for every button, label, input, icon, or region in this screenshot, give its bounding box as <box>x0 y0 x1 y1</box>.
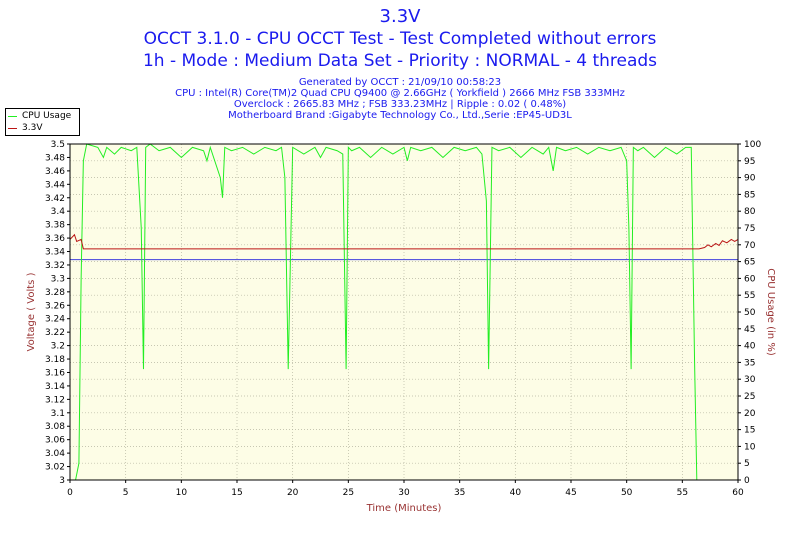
y-left-tick-label: 3.36 <box>45 234 65 244</box>
x-tick-label: 35 <box>454 488 465 498</box>
x-tick-label: 10 <box>176 488 188 498</box>
y-axis-left-label: Voltage ( Volts ) <box>26 272 37 351</box>
y-left-tick-label: 3.06 <box>45 436 65 446</box>
y-left-tick-label: 3.04 <box>45 449 65 459</box>
legend-swatch-cpu-usage <box>8 115 17 117</box>
info-motherboard: Motherboard Brand :Gigabyte Technology C… <box>228 110 572 121</box>
y-right-tick-label: 100 <box>744 140 761 150</box>
y-right-tick-label: 25 <box>744 392 755 402</box>
y-left-tick-label: 3.26 <box>45 301 65 311</box>
y-left-tick-label: 3.5 <box>51 140 65 150</box>
x-tick-label: 60 <box>732 488 744 498</box>
y-right-tick-label: 60 <box>744 274 756 284</box>
y-left-tick-label: 3.28 <box>45 288 65 298</box>
y-left-tick-label: 3 <box>59 476 65 486</box>
y-left-tick-label: 3.44 <box>45 180 65 190</box>
y-right-tick-label: 90 <box>744 174 756 184</box>
y-left-tick-label: 3.18 <box>45 355 65 365</box>
y-left-tick-label: 3.24 <box>45 315 65 325</box>
chart-subtitle-test: OCCT 3.1.0 - CPU OCCT Test - Test Comple… <box>143 29 657 49</box>
x-tick-label: 55 <box>677 488 688 498</box>
y-right-tick-label: 20 <box>744 409 756 419</box>
y-right-tick-label: 45 <box>744 325 755 335</box>
chart-title: 3.3V <box>379 6 421 27</box>
y-right-tick-label: 15 <box>744 426 755 436</box>
y-right-tick-label: 65 <box>744 258 755 268</box>
y-right-tick-label: 70 <box>744 241 756 251</box>
plot-frame <box>69 143 739 481</box>
y-left-tick-label: 3.3 <box>51 274 65 284</box>
x-tick-label: 50 <box>621 488 633 498</box>
y-axis-right-ticks: 0 5 10 15 20 25 30 35 40 45 50 55 60 65 70 75 80 85 90 95 10… <box>738 140 761 486</box>
y-right-tick-label: 85 <box>744 190 755 200</box>
info-overclock: Overclock : 2665.83 MHz ; FSB 333.23MHz … <box>233 99 567 110</box>
chart-subtitle-mode: 1h - Mode : Medium Data Set - Priority :… <box>142 51 658 71</box>
y-right-tick-label: 50 <box>744 308 756 318</box>
y-right-tick-label: 75 <box>744 224 755 234</box>
x-tick-label: 30 <box>398 488 410 498</box>
legend-label-cpu-usage: CPU Usage <box>22 111 72 121</box>
y-right-tick-label: 0 <box>744 476 750 486</box>
y-left-tick-label: 3.14 <box>45 382 65 392</box>
info-cpu: CPU : Intel(R) Core(TM)2 Quad CPU Q9400 … <box>175 88 625 99</box>
y-left-tick-label: 3.4 <box>51 207 66 217</box>
y-left-tick-label: 3.34 <box>45 248 65 258</box>
x-tick-label: 25 <box>343 488 354 498</box>
y-right-tick-label: 95 <box>744 157 755 167</box>
legend-item-3v3: 3.3V <box>8 122 42 134</box>
x-tick-label: 45 <box>565 488 576 498</box>
y-axis-left-ticks: 3 3.02 3.04 3.06 3.08 3.1 3.12 3.14 3.16 3.18 3.2 3… <box>45 140 70 486</box>
y-left-tick-label: 3.08 <box>45 422 65 432</box>
series-3v3-line <box>69 233 739 250</box>
y-axis-right-label: CPU Usage (in %) <box>765 268 776 356</box>
y-right-tick-label: 5 <box>744 459 750 469</box>
y-left-tick-label: 3.02 <box>45 463 65 473</box>
y-right-tick-label: 10 <box>744 442 756 452</box>
legend-swatch-3v3 <box>8 127 17 129</box>
y-left-tick-label: 3.46 <box>45 167 65 177</box>
x-tick-label: 0 <box>67 488 73 498</box>
legend-label-3v3: 3.3V <box>22 123 43 133</box>
y-right-tick-label: 80 <box>744 207 756 217</box>
y-left-tick-label: 3.22 <box>45 328 65 338</box>
y-left-tick-label: 3.12 <box>45 395 65 405</box>
y-right-tick-label: 35 <box>744 358 755 368</box>
legend-item-cpu-usage: CPU Usage <box>8 110 71 122</box>
y-right-tick-label: 40 <box>744 342 756 352</box>
x-axis-label: Time (Minutes) <box>366 503 442 514</box>
x-tick-label: 20 <box>287 488 299 498</box>
x-tick-label: 40 <box>510 488 522 498</box>
y-left-tick-label: 3.2 <box>51 342 65 352</box>
x-tick-label: 15 <box>231 488 242 498</box>
x-tick-label: 5 <box>123 488 129 498</box>
series-cpu-usage-line <box>70 143 698 481</box>
y-left-tick-label: 3.16 <box>45 368 65 378</box>
y-left-tick-label: 3.1 <box>51 409 65 419</box>
y-right-tick-label: 30 <box>744 375 756 385</box>
grid <box>69 143 739 481</box>
x-axis-ticks: 0 5 10 15 20 25 30 35 40 45 50 55 60 <box>67 480 744 498</box>
info-generated: Generated by OCCT : 21/09/10 00:58:23 <box>298 77 502 88</box>
y-left-tick-label: 3.32 <box>45 261 65 271</box>
y-left-tick-label: 3.48 <box>45 153 65 163</box>
chart-legend: CPU Usage 3.3V <box>5 108 80 136</box>
y-left-tick-label: 3.42 <box>45 194 65 204</box>
y-left-tick-label: 3.38 <box>45 221 65 231</box>
y-right-tick-label: 55 <box>744 291 755 301</box>
